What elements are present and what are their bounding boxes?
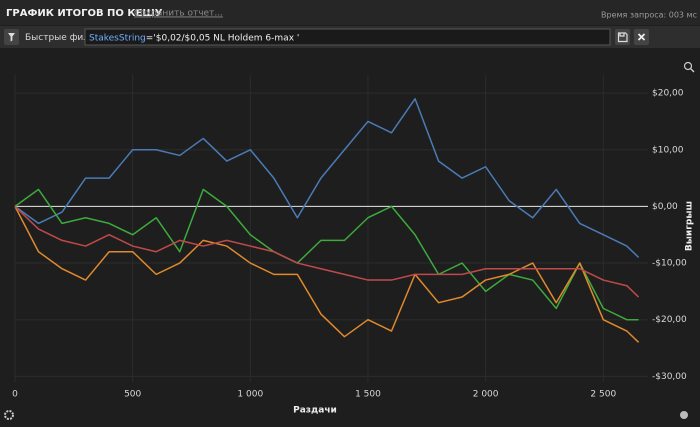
save-button[interactable] — [615, 29, 630, 45]
x-tick-label: 500 — [124, 390, 141, 400]
filter-expression: StakesString='$0,02/$0,05 NL Holdem 6-ma… — [89, 33, 299, 43]
series-line — [14, 205, 640, 298]
x-tick-label: 1 000 — [237, 390, 263, 400]
settings-icon[interactable] — [4, 410, 14, 420]
y-tick-label: -$30,00 — [652, 372, 687, 382]
title: ГРАФИК ИТОГОВ ПО КЕШУ — [6, 8, 163, 19]
filter-field: StakesString — [89, 33, 146, 43]
x-tick-label: 0 — [12, 390, 18, 400]
plot: 0 500 1 000 1 500 2 000 2 500 $20,00 $10,00 $0,0… — [12, 75, 687, 400]
y-tick-label: $0,00 — [652, 202, 678, 212]
x-tick-label: 1 500 — [355, 390, 381, 400]
query-time: Время запроса: 003 мс — [601, 11, 697, 20]
x-tick-label: 2 000 — [473, 390, 499, 400]
y-tick-label: -$20,00 — [652, 315, 687, 325]
filter-input[interactable] — [84, 28, 611, 46]
y-tick-label: -$10,00 — [652, 259, 687, 269]
zoom-icon[interactable] — [683, 61, 693, 71]
clear-icon — [637, 33, 646, 41]
quick-filters: Быстрые фильтры — [25, 33, 112, 43]
x-axis-label: Раздачи — [293, 406, 337, 416]
filter-icon — [8, 33, 15, 42]
y-axis-label: Выигрыш — [685, 201, 695, 251]
filter-value: ='$0,02/$0,05 NL Holdem 6-max ' — [146, 33, 300, 43]
title-bar — [0, 0, 700, 25]
save-link[interactable]: Сохранить отчет... — [134, 9, 223, 19]
save-icon — [617, 32, 628, 43]
y-tick-label: $10,00 — [652, 145, 684, 155]
y-tick-label: $20,00 — [652, 89, 684, 99]
series-line — [14, 98, 640, 258]
series-line — [14, 188, 639, 321]
x-tick-label: 2 500 — [590, 390, 616, 400]
zoom-handle — [690, 68, 695, 73]
info-icon[interactable] — [680, 411, 688, 419]
series-line — [14, 206, 640, 343]
